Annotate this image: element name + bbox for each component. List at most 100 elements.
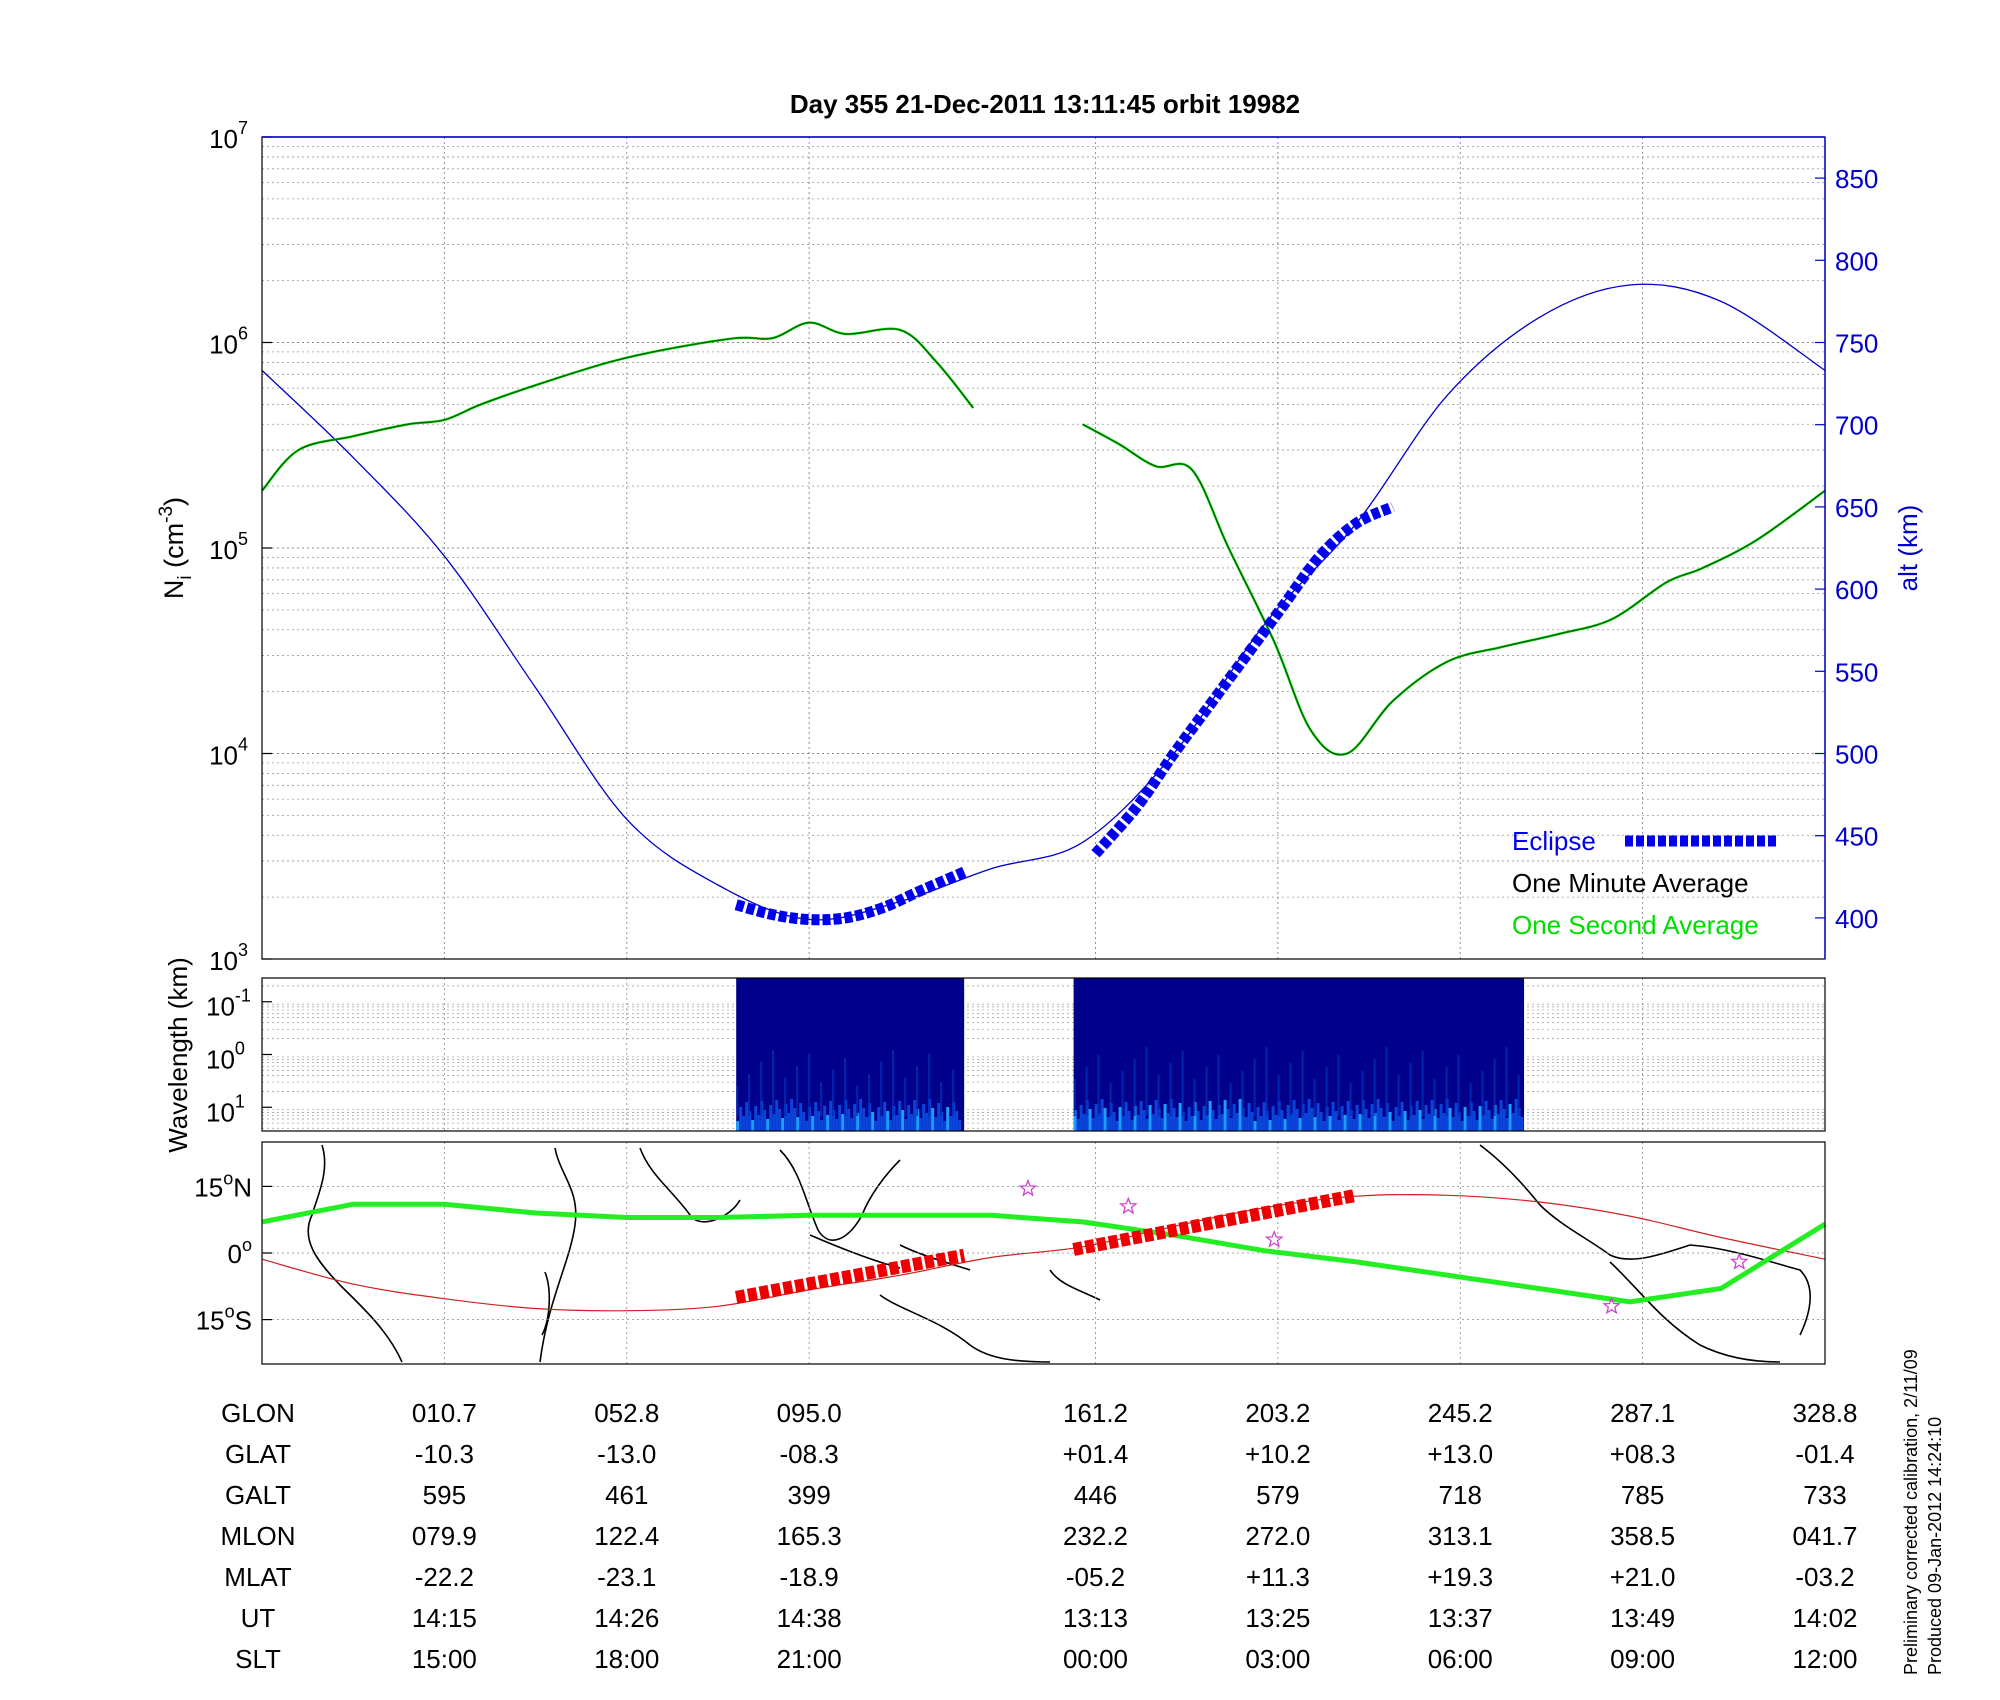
spectrogram-streak: [1253, 1059, 1256, 1116]
spectrogram-column: [1451, 1117, 1455, 1131]
spectrogram-column: [1394, 1107, 1398, 1131]
table-cell: 358.5: [1610, 1521, 1675, 1551]
table-cell: 399: [787, 1480, 830, 1510]
table-row-label: MLAT: [224, 1562, 292, 1592]
spectrogram-column: [1418, 1110, 1422, 1131]
spectrogram-column: [781, 1118, 785, 1131]
alt-tick-label: 700: [1835, 411, 1878, 441]
spectrogram-column: [736, 1121, 740, 1131]
spectrogram-streak: [1493, 1059, 1496, 1116]
table-cell: 03:00: [1245, 1644, 1310, 1674]
spectrogram-column: [1226, 1109, 1230, 1131]
star-marker: [1018, 1178, 1038, 1197]
spectrogram-column: [1313, 1117, 1317, 1131]
star-marker: [1729, 1252, 1749, 1270]
spectrogram-column: [1388, 1112, 1392, 1131]
spectrogram-column: [1103, 1108, 1107, 1131]
australia-north-coast: [879, 1294, 1051, 1363]
spectrogram-column: [1124, 1102, 1128, 1131]
spectrogram-column: [1220, 1114, 1224, 1131]
ground-track-line: [261, 1193, 1826, 1312]
spectrogram-column: [1400, 1102, 1404, 1131]
spectrogram-column: [799, 1103, 803, 1131]
altitude-y-ticks: 400 450 500 550 600 650 700 750 800 850: [1815, 164, 1878, 934]
spectrogram-column: [907, 1105, 911, 1131]
spectrogram-column: [1493, 1105, 1497, 1131]
spectrogram-column: [919, 1118, 923, 1131]
spectrogram-column: [835, 1119, 839, 1131]
wavelength-panel-frame: [261, 977, 1826, 1132]
spectrogram-streak: [940, 1082, 943, 1116]
spectrogram-column: [1184, 1121, 1188, 1131]
magnetic-equator-line: [261, 1201, 1827, 1305]
alt-tick-label: 650: [1835, 493, 1878, 523]
spectrogram-column: [1472, 1111, 1476, 1131]
spectrogram-column: [1463, 1107, 1467, 1131]
spectrogram-streak: [820, 1082, 823, 1116]
spectrogram-column: [1505, 1118, 1509, 1131]
ephemeris-table: GLON 010.7 052.8 095.0 161.2 203.2 245.2 287.1 3…: [220, 1398, 1857, 1674]
spectrogram-column: [1145, 1119, 1149, 1131]
spectrogram-streak: [1133, 1059, 1136, 1116]
table-cell: 14:38: [777, 1603, 842, 1633]
spectrogram-streak: [1373, 1059, 1376, 1116]
table-cell: 718: [1439, 1480, 1482, 1510]
table-cell: 446: [1074, 1480, 1117, 1510]
table-cell: 14:15: [412, 1603, 477, 1633]
spectrogram-streak: [1277, 1075, 1280, 1116]
spectrogram-column: [949, 1116, 953, 1131]
spectrogram-column: [1223, 1100, 1227, 1131]
table-cell: -08.3: [780, 1439, 839, 1469]
spectrogram-column: [1499, 1100, 1503, 1131]
spectrogram-streak: [1385, 1047, 1388, 1116]
spectrogram-streak: [1361, 1071, 1364, 1116]
spectrogram-column: [1319, 1112, 1323, 1131]
spectrogram-column: [1118, 1107, 1122, 1131]
spectrogram-streak: [880, 1062, 883, 1116]
spectrogram-column: [886, 1111, 890, 1131]
table-row-label: SLT: [235, 1644, 281, 1674]
table-cell: 165.3: [777, 1521, 842, 1551]
spectrogram-column: [1337, 1120, 1341, 1131]
map-panel: 15oN 0o 15oS: [194, 1141, 1827, 1365]
spectrogram-column: [1238, 1099, 1242, 1131]
spectrogram-column: [1364, 1109, 1368, 1131]
table-cell: 595: [423, 1480, 466, 1510]
spectrogram-column: [808, 1107, 812, 1131]
spectrogram-column: [1466, 1116, 1470, 1131]
spectrogram-streak: [1325, 1067, 1328, 1116]
spectrogram-streak: [796, 1066, 799, 1116]
latitude-tick-label: 15oS: [196, 1302, 252, 1336]
spectrogram-column: [1307, 1099, 1311, 1131]
spectrogram-column: [1163, 1104, 1167, 1131]
spectrogram-column: [1142, 1110, 1146, 1131]
y-tick-label: 104: [209, 735, 248, 771]
spectrogram-column: [1328, 1116, 1332, 1131]
alt-tick-label: 600: [1835, 575, 1878, 605]
density-y-ticks: 103 104 105 106 107: [209, 118, 272, 976]
spectrogram-column: [787, 1113, 791, 1131]
spectrogram-column: [925, 1113, 929, 1131]
spectrogram-column: [1283, 1119, 1287, 1131]
wavelength-tick-label: 101: [206, 1091, 245, 1127]
spectrogram-column: [1511, 1113, 1515, 1131]
spectrogram-column: [1376, 1099, 1380, 1131]
spectrogram-column: [1229, 1118, 1233, 1131]
spectrogram-column: [1094, 1104, 1098, 1131]
one-minute-average-line: [261, 321, 1826, 756]
spectrogram-streak: [1205, 1067, 1208, 1116]
spectrogram-column: [778, 1109, 782, 1131]
spectrogram-column: [1199, 1120, 1203, 1131]
spectrogram-column: [826, 1115, 830, 1131]
spectrogram-column: [838, 1105, 842, 1131]
spectrogram-column: [1478, 1106, 1482, 1131]
spectrogram-column: [865, 1117, 869, 1131]
spectrogram-column: [739, 1107, 743, 1131]
spectrogram-column: [1115, 1121, 1119, 1131]
spectrogram-column: [790, 1099, 794, 1131]
spectrogram-streak: [1433, 1079, 1436, 1116]
spectrogram-column: [1496, 1114, 1500, 1131]
spectrogram-streak: [1169, 1063, 1172, 1116]
calibration-note: Preliminary corrected calibration, 2/11/…: [1901, 1349, 1921, 1675]
spectrogram-column: [1298, 1118, 1302, 1131]
